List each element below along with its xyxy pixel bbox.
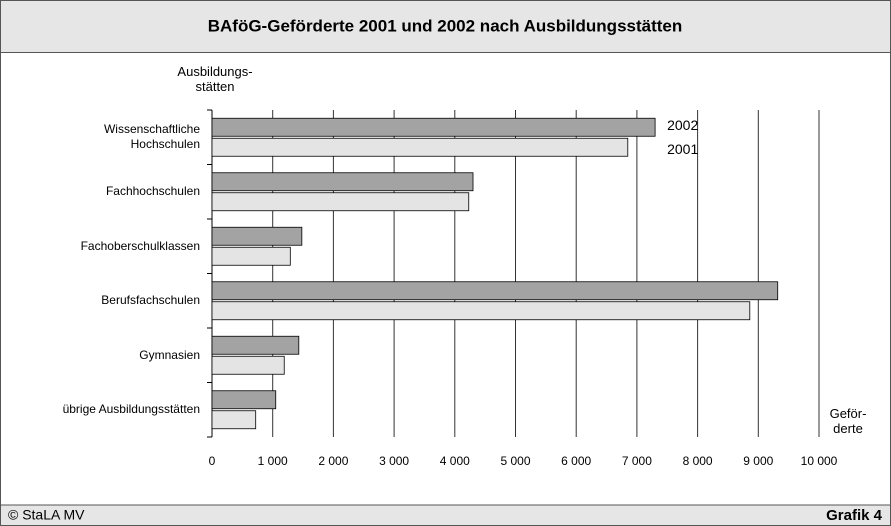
x-axis-label: Geför- derte bbox=[829, 406, 867, 436]
x-tick-label: 4 000 bbox=[440, 454, 470, 468]
y-tick-label: Fachhochschulen bbox=[105, 184, 200, 199]
x-tick-label: 8 000 bbox=[683, 454, 713, 468]
y-tick-label: Gymnasien bbox=[139, 347, 200, 362]
bar bbox=[211, 410, 257, 430]
bar bbox=[211, 246, 291, 266]
legend-label: 2002 bbox=[667, 117, 698, 133]
bar bbox=[211, 301, 751, 321]
source: © StaLA MV bbox=[8, 507, 85, 523]
bar bbox=[211, 137, 629, 157]
x-tick-label: 1 000 bbox=[258, 454, 288, 468]
bar bbox=[211, 355, 285, 375]
y-axis-label: Ausbildungs- stätten bbox=[177, 64, 253, 94]
x-tick-label: 5 000 bbox=[500, 454, 530, 468]
chart-title: BAföG-Geförderte 2001 und 2002 nach Ausb… bbox=[208, 16, 683, 35]
bar bbox=[211, 390, 277, 410]
x-tick-label: 6 000 bbox=[561, 454, 591, 468]
title-band bbox=[0, 0, 891, 53]
y-tick-label: Wissenschaftliche Hochschulen bbox=[103, 122, 200, 152]
bar bbox=[211, 335, 300, 355]
y-tick-label: Berufsfachschulen bbox=[101, 293, 200, 308]
x-tick-label: 10 000 bbox=[801, 454, 838, 468]
bar bbox=[211, 281, 779, 301]
bar bbox=[211, 117, 656, 137]
legend-label: 2001 bbox=[667, 141, 698, 157]
y-tick-label: Fachoberschulklassen bbox=[80, 238, 200, 253]
bar bbox=[211, 172, 474, 192]
x-tick-label: 7 000 bbox=[622, 454, 652, 468]
x-tick-label: 2 000 bbox=[318, 454, 348, 468]
x-tick-label: 0 bbox=[209, 454, 216, 468]
x-tick-label: 9 000 bbox=[743, 454, 773, 468]
bar bbox=[211, 192, 470, 212]
figure-label: Grafik 4 bbox=[826, 507, 883, 524]
y-tick-label: übrige Ausbildungsstätten bbox=[62, 402, 200, 417]
x-tick-label: 3 000 bbox=[379, 454, 409, 468]
bar bbox=[211, 226, 303, 246]
footer-band bbox=[0, 504, 891, 526]
